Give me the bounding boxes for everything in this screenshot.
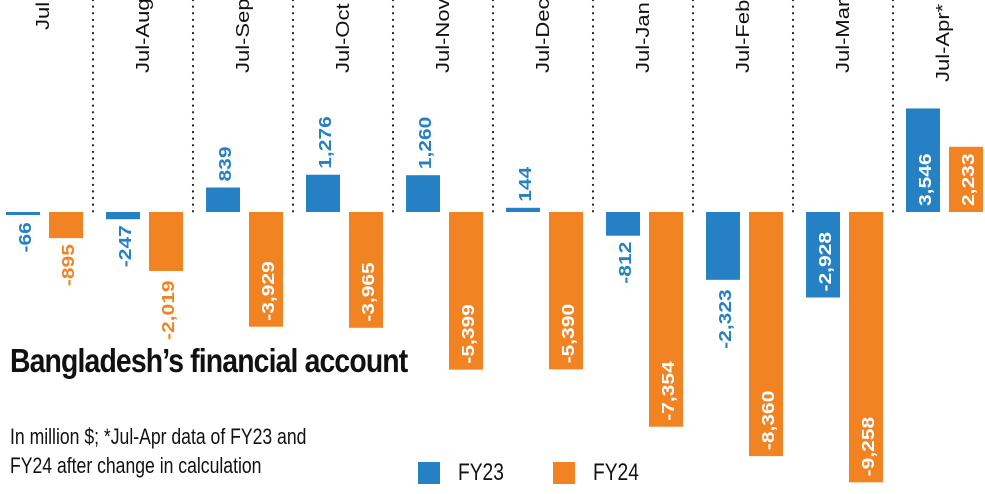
data-label-fy23: -2,928	[817, 232, 836, 292]
bar-fy23	[306, 174, 340, 212]
subtitle-line-1: In million $; *Jul-Apr data of FY23 and	[10, 424, 307, 449]
bar-fy23	[606, 212, 640, 236]
bar-fy24	[49, 212, 83, 239]
data-label-fy23: 839	[217, 146, 236, 181]
bar-fy24	[449, 212, 483, 370]
data-label-fy24: -7,354	[660, 361, 679, 421]
data-label-fy23: -247	[117, 225, 136, 267]
category-label: Jul-Dec	[534, 0, 554, 73]
category-label: Jul-Nov	[434, 0, 454, 73]
bar-fy24	[349, 212, 383, 328]
data-label-fy24: -9,258	[860, 416, 879, 476]
bar-fy24	[549, 212, 583, 370]
data-label-fy23: 144	[517, 166, 536, 201]
bar-fy24	[849, 212, 883, 483]
category-label: Jul	[34, 2, 54, 30]
bar-fy24	[149, 212, 183, 271]
bar-fy24	[749, 212, 783, 457]
bar-fy23	[906, 108, 940, 212]
data-label-fy24: -8,360	[760, 391, 779, 450]
legend-swatch-fy23	[418, 462, 440, 484]
category-label: Jul-Feb	[734, 0, 754, 73]
category-label: Jul-Apr*	[934, 4, 954, 82]
bar-fy23	[806, 212, 840, 298]
bar-fy23	[206, 187, 240, 212]
data-label-fy24: -3,965	[360, 262, 379, 322]
legend-item-fy24: FY24	[553, 459, 650, 487]
legend-label-fy24: FY24	[593, 459, 639, 486]
data-label-fy23: -66	[17, 222, 36, 252]
bar-fy23	[106, 212, 140, 220]
data-label-fy23: -812	[617, 242, 636, 284]
legend-label-fy23: FY23	[458, 459, 504, 486]
data-label-fy24: -5,390	[560, 304, 579, 363]
category-label: Jul-Aug	[134, 0, 154, 73]
data-label-fy24: -3,929	[260, 261, 279, 320]
chart-subtitle: In million $; *Jul-Apr data of FY23 and …	[10, 422, 306, 480]
category-label: Jul-Sep	[234, 0, 254, 73]
data-label-fy24: 2,233	[960, 153, 979, 206]
category-label: Jul-Jan	[634, 2, 654, 73]
bar-fy23	[706, 212, 740, 280]
data-label-fy23: 3,546	[917, 153, 936, 206]
subtitle-line-2: FY24 after change in calculation	[10, 453, 262, 478]
bar-fy24	[649, 212, 683, 427]
data-label-fy24: -5,399	[460, 304, 479, 363]
legend-item-fy23: FY23	[418, 459, 515, 487]
bar-fy24	[249, 212, 283, 327]
category-label: Jul-Mar	[834, 0, 854, 73]
data-label-fy24: -895	[60, 244, 79, 286]
data-label-fy23: -2,323	[717, 289, 736, 348]
data-label-fy23: 1,260	[417, 117, 436, 170]
bar-fy23	[6, 212, 40, 215]
data-label-fy23: 1,276	[317, 116, 336, 169]
chart-title: Bangladesh’s financial account	[10, 342, 408, 379]
bar-fy23	[506, 207, 540, 212]
data-label-fy24: -2,019	[160, 280, 179, 339]
category-label: Jul-Oct	[334, 3, 354, 73]
bar-fy23	[406, 175, 440, 212]
legend-swatch-fy24	[553, 462, 575, 484]
bar-fy24	[949, 146, 983, 212]
